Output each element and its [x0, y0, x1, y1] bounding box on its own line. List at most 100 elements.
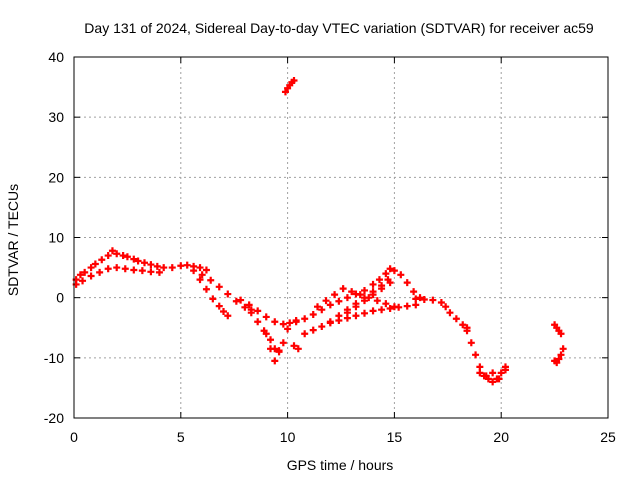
- data-point: [309, 311, 317, 319]
- data-point: [482, 372, 490, 380]
- data-point: [463, 327, 471, 335]
- y-tick-label: 10: [48, 230, 64, 246]
- data-point: [412, 301, 420, 309]
- data-point: [275, 348, 283, 356]
- data-point: [412, 295, 420, 303]
- data-point: [314, 303, 322, 311]
- data-point: [76, 271, 84, 279]
- data-point: [369, 280, 377, 288]
- grid: [74, 57, 608, 418]
- data-point: [335, 297, 343, 305]
- data-point: [360, 297, 368, 305]
- data-point: [79, 277, 87, 285]
- chart-title: Day 131 of 2024, Sidereal Day-to-day VTE…: [84, 20, 594, 36]
- data-point: [224, 290, 232, 298]
- data-point: [160, 264, 168, 272]
- data-point: [241, 303, 249, 311]
- data-point: [198, 271, 206, 279]
- data-point: [476, 363, 484, 371]
- data-point: [420, 295, 428, 303]
- data-point: [119, 252, 127, 260]
- data-point: [168, 264, 176, 272]
- data-point: [352, 303, 360, 311]
- data-point: [190, 267, 198, 275]
- series-track-g: [262, 330, 283, 365]
- data-point: [153, 262, 161, 270]
- data-point: [281, 88, 289, 96]
- x-tick-label: 20: [493, 429, 509, 445]
- data-point: [91, 260, 99, 268]
- data-point: [495, 375, 503, 383]
- data-point: [390, 267, 398, 275]
- data-point: [489, 369, 497, 377]
- data-point: [113, 250, 121, 258]
- data-point: [209, 295, 217, 303]
- data-point: [322, 297, 330, 305]
- y-tick-label: 40: [48, 49, 64, 65]
- data-point: [360, 286, 368, 294]
- data-point: [442, 303, 450, 311]
- data-point: [429, 296, 437, 304]
- data-point: [410, 288, 418, 296]
- data-point: [104, 252, 112, 260]
- data-point: [309, 326, 317, 334]
- data-point: [130, 255, 138, 263]
- data-point: [130, 266, 138, 274]
- data-point: [290, 342, 298, 350]
- data-point: [104, 265, 112, 273]
- data-point: [294, 345, 302, 353]
- data-point: [121, 265, 129, 273]
- data-point: [292, 318, 300, 326]
- x-tick-label: 10: [280, 429, 296, 445]
- series-track-n: [343, 279, 394, 317]
- data-point: [318, 323, 326, 331]
- data-point: [267, 345, 275, 353]
- data-point: [386, 265, 394, 273]
- data-point: [416, 294, 424, 302]
- data-point: [553, 359, 561, 367]
- x-tick-label: 0: [70, 429, 78, 445]
- data-point: [237, 296, 245, 304]
- data-point: [140, 259, 148, 267]
- data-point: [113, 264, 121, 272]
- data-point: [202, 285, 210, 293]
- data-point: [284, 325, 292, 333]
- series-track-a: [72, 247, 210, 284]
- data-point: [378, 285, 386, 293]
- data-point: [245, 301, 253, 309]
- y-tick-label: 0: [56, 290, 64, 306]
- data-point: [352, 312, 360, 320]
- data-point: [279, 320, 287, 328]
- data-point: [378, 306, 386, 314]
- data-point: [326, 301, 334, 309]
- series-track-e: [237, 296, 300, 328]
- x-tick-label: 15: [387, 429, 403, 445]
- data-point: [403, 279, 411, 287]
- data-point: [123, 253, 131, 261]
- data-point: [446, 309, 454, 317]
- data-point: [489, 378, 497, 386]
- data-point: [224, 312, 232, 320]
- series-track-d: [190, 267, 232, 320]
- data-point: [196, 264, 204, 272]
- data-point: [343, 294, 351, 302]
- data-point: [555, 355, 563, 363]
- data-point: [262, 313, 270, 321]
- series-track-h: [281, 76, 298, 96]
- data-point: [98, 256, 106, 264]
- data-point: [87, 264, 95, 272]
- data-point: [318, 306, 326, 314]
- x-tick-label: 25: [600, 429, 616, 445]
- data-point: [356, 291, 364, 299]
- data-point: [437, 298, 445, 306]
- data-point: [138, 267, 146, 275]
- data-point: [279, 339, 287, 347]
- data-point: [397, 271, 405, 279]
- data-point: [290, 76, 298, 84]
- y-tick-label: 30: [48, 109, 64, 125]
- data-point: [390, 303, 398, 311]
- data-point: [501, 366, 509, 374]
- data-point: [339, 285, 347, 293]
- data-point: [343, 309, 351, 317]
